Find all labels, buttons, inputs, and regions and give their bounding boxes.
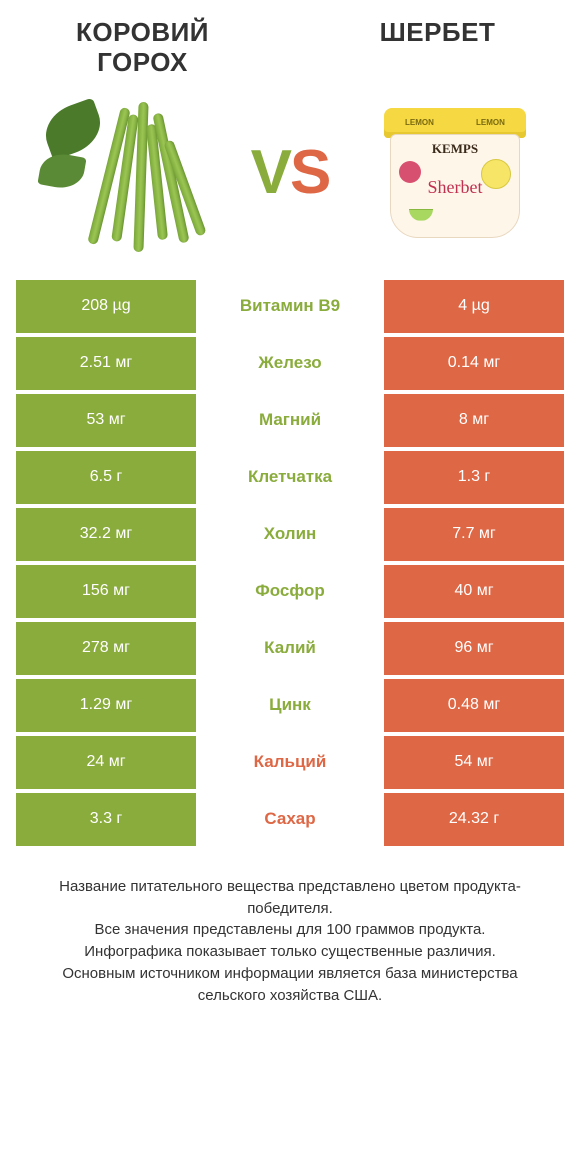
images-row: VS LEMON LEMON KEMPS Sherbet <box>0 78 580 280</box>
nutrient-name: Фосфор <box>196 565 384 618</box>
nutrient-name: Цинк <box>196 679 384 732</box>
cowpea-illustration <box>40 98 210 248</box>
footer-line-4: Основным источником информации является … <box>30 963 550 1007</box>
nutrient-name: Калий <box>196 622 384 675</box>
table-row: 6.5 гКлетчатка1.3 г <box>16 451 564 504</box>
table-row: 32.2 мгХолин7.7 мг <box>16 508 564 561</box>
table-row: 2.51 мгЖелезо0.14 мг <box>16 337 564 390</box>
nutrient-name: Магний <box>196 394 384 447</box>
lid-text-l: LEMON <box>405 118 434 127</box>
right-value: 0.48 мг <box>384 679 564 732</box>
left-value: 3.3 г <box>16 793 196 846</box>
table-row: 3.3 гСахар24.32 г <box>16 793 564 846</box>
footer-line-3: Инфографика показывает только существенн… <box>30 941 550 963</box>
right-product-title: ШЕРБЕТ <box>325 18 550 48</box>
nutrient-name: Сахар <box>196 793 384 846</box>
table-row: 24 мгКальций54 мг <box>16 736 564 789</box>
footer-note: Название питательного вещества представл… <box>0 850 580 1007</box>
left-value: 24 мг <box>16 736 196 789</box>
nutrient-name: Кальций <box>196 736 384 789</box>
left-value: 278 мг <box>16 622 196 675</box>
vs-s: S <box>290 138 329 207</box>
nutrient-name: Холин <box>196 508 384 561</box>
left-product-image <box>30 88 220 258</box>
nutrient-name: Витамин B9 <box>196 280 384 333</box>
left-product-title: КОРОВИЙ ГОРОХ <box>30 18 255 78</box>
lid-text-r: LEMON <box>476 118 505 127</box>
vs-v: V <box>251 138 290 207</box>
left-value: 156 мг <box>16 565 196 618</box>
left-value: 32.2 мг <box>16 508 196 561</box>
right-value: 54 мг <box>384 736 564 789</box>
nutrient-name: Клетчатка <box>196 451 384 504</box>
table-row: 156 мгФосфор40 мг <box>16 565 564 618</box>
right-value: 8 мг <box>384 394 564 447</box>
right-value: 40 мг <box>384 565 564 618</box>
tub-brand: KEMPS <box>391 141 519 157</box>
comparison-table: 208 µgВитамин B94 µg2.51 мгЖелезо0.14 мг… <box>0 280 580 846</box>
table-row: 278 мгКалий96 мг <box>16 622 564 675</box>
header: КОРОВИЙ ГОРОХ ШЕРБЕТ <box>0 0 580 78</box>
table-row: 1.29 мгЦинк0.48 мг <box>16 679 564 732</box>
table-row: 208 µgВитамин B94 µg <box>16 280 564 333</box>
vs-label: VS <box>251 137 330 208</box>
table-row: 53 мгМагний8 мг <box>16 394 564 447</box>
left-value: 2.51 мг <box>16 337 196 390</box>
left-value: 53 мг <box>16 394 196 447</box>
footer-line-1: Название питательного вещества представл… <box>30 876 550 920</box>
right-value: 24.32 г <box>384 793 564 846</box>
left-value: 6.5 г <box>16 451 196 504</box>
right-product-image: LEMON LEMON KEMPS Sherbet <box>360 88 550 258</box>
left-value: 208 µg <box>16 280 196 333</box>
right-value: 96 мг <box>384 622 564 675</box>
tub-word: Sherbet <box>391 177 519 198</box>
sherbet-illustration: LEMON LEMON KEMPS Sherbet <box>380 108 530 238</box>
nutrient-name: Железо <box>196 337 384 390</box>
left-value: 1.29 мг <box>16 679 196 732</box>
right-value: 0.14 мг <box>384 337 564 390</box>
right-value: 7.7 мг <box>384 508 564 561</box>
right-value: 4 µg <box>384 280 564 333</box>
footer-line-2: Все значения представлены для 100 граммо… <box>30 919 550 941</box>
right-value: 1.3 г <box>384 451 564 504</box>
